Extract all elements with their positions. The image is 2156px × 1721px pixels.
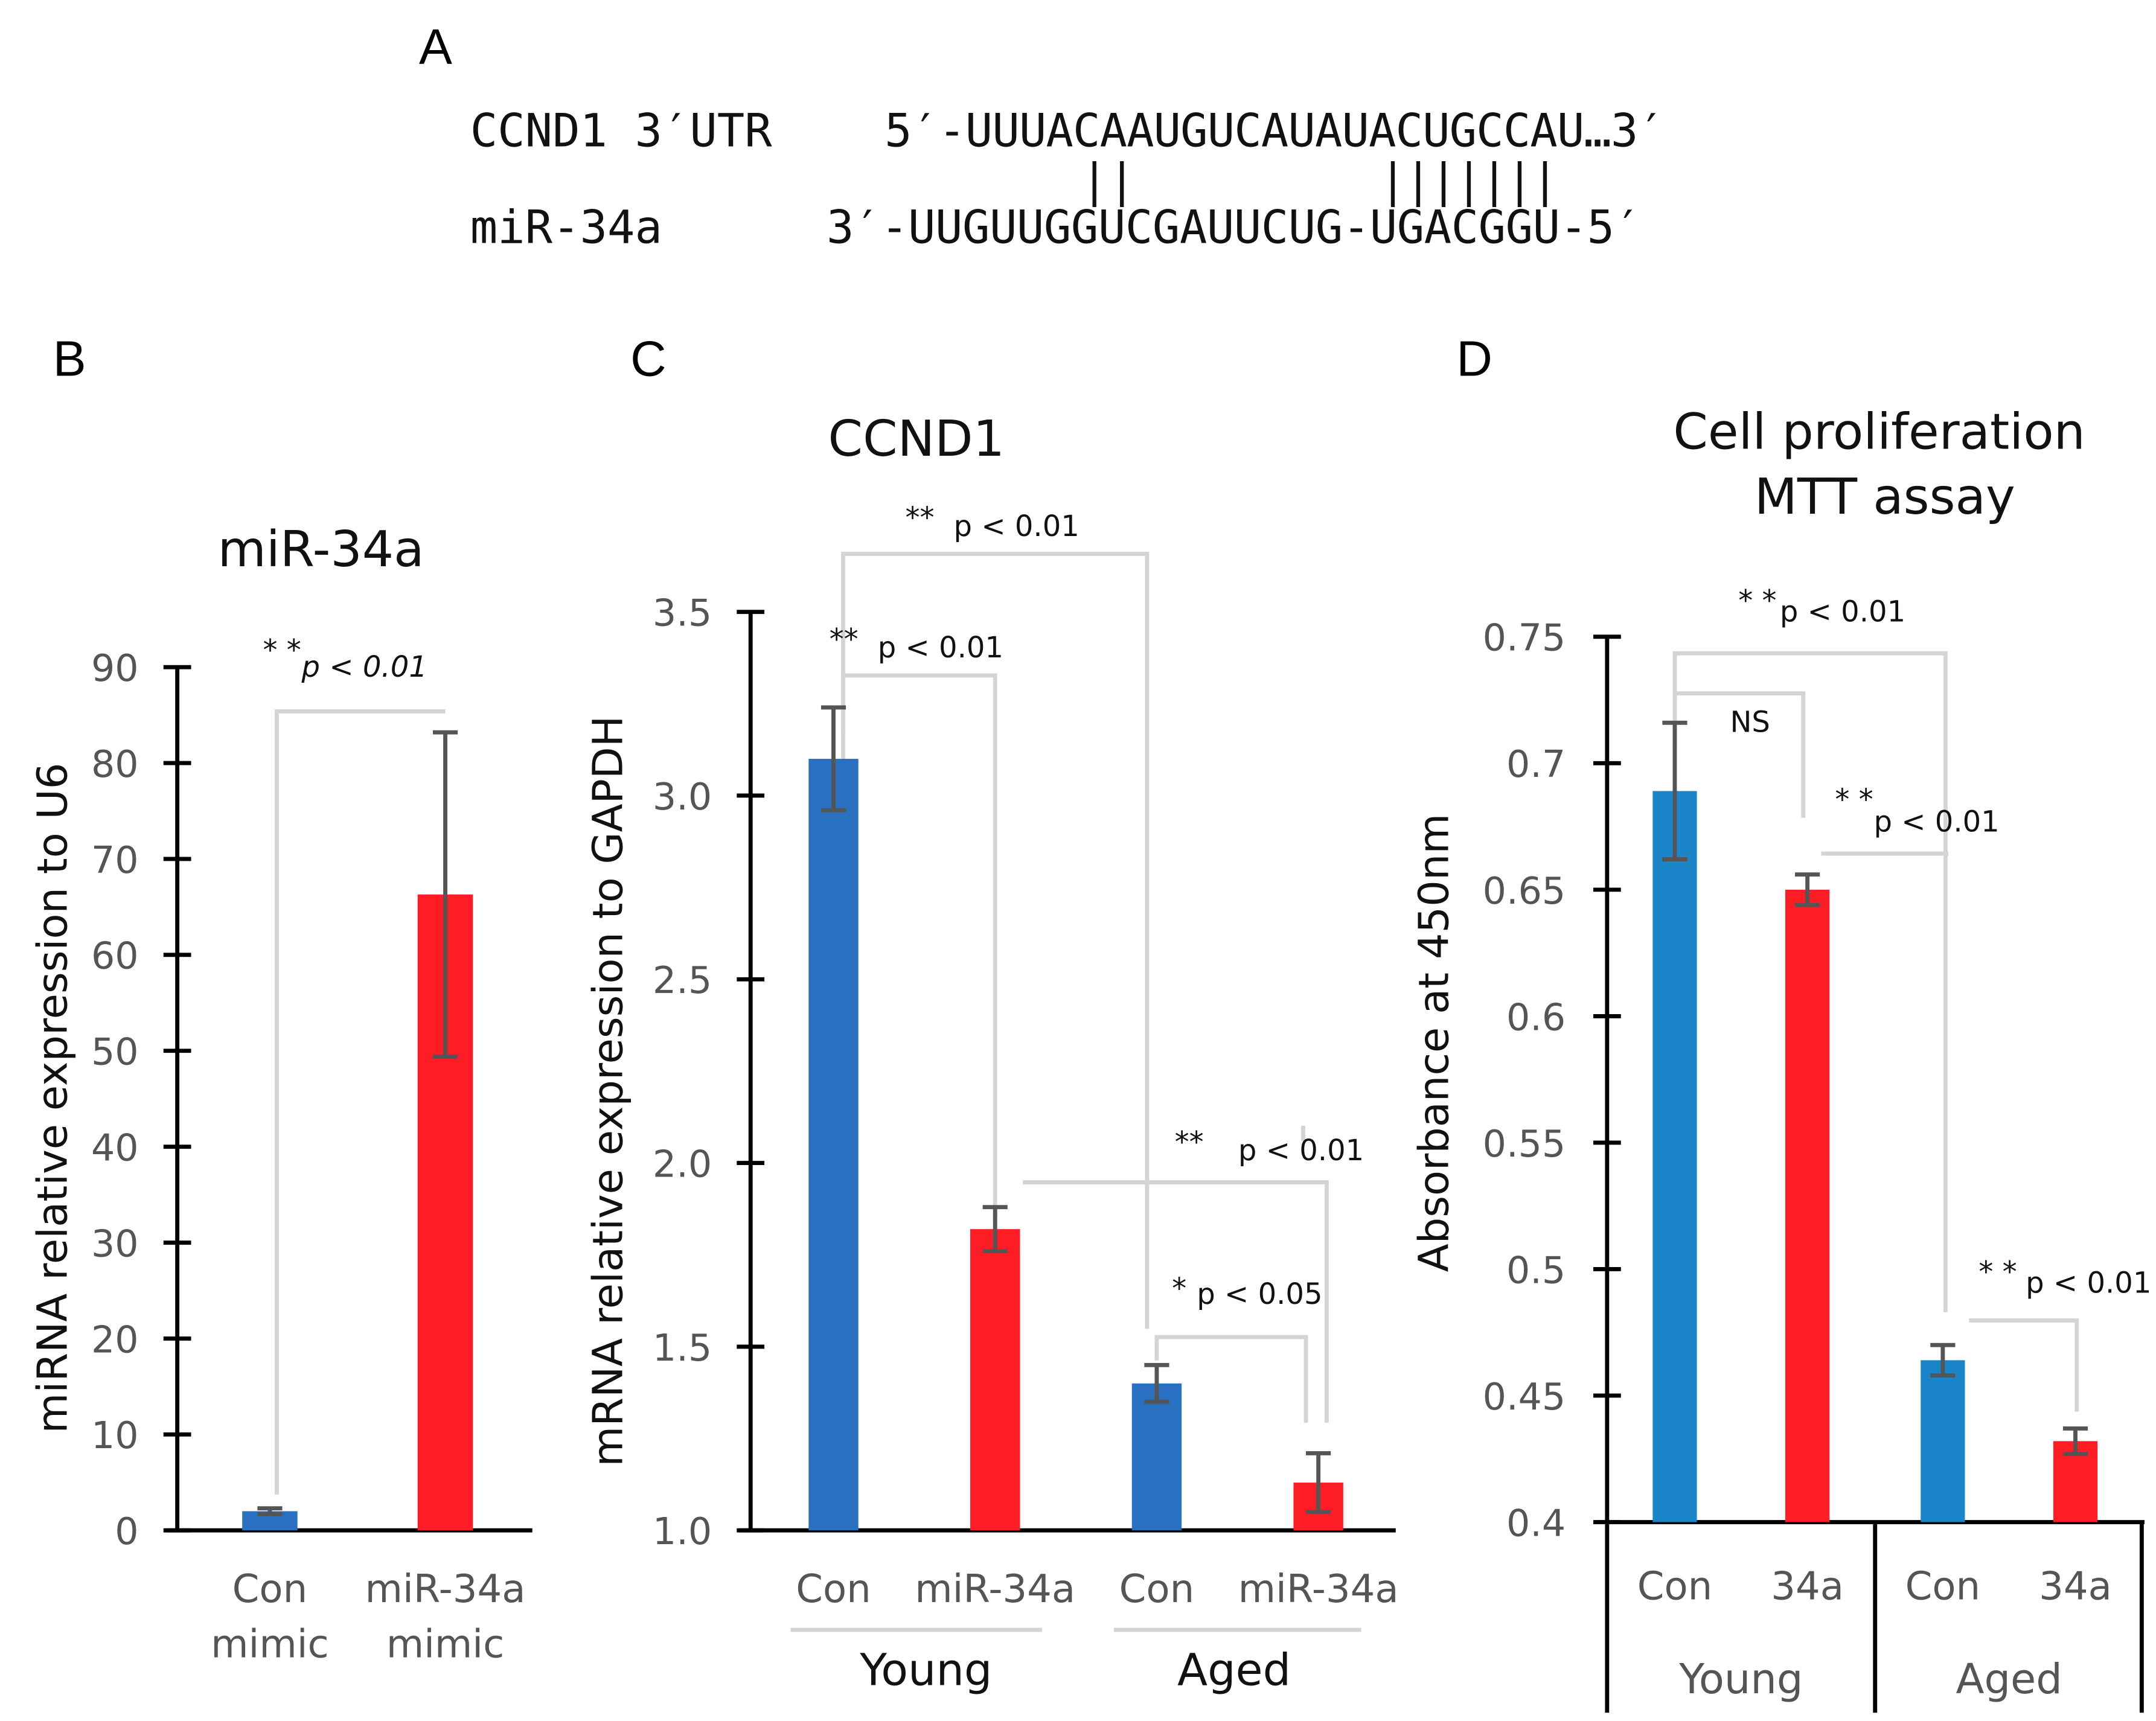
chart-d-ylabel: Absorbance at 450nm [1410, 814, 1459, 1272]
chart-b-cat-1-line-2: mimic [211, 1623, 329, 1667]
bracket-d-1 [1672, 651, 1948, 1312]
chart-2-y-tick-label: 0.45 [1483, 1375, 1566, 1419]
chart-1-y-tick-label: 3.5 [653, 592, 712, 635]
sig-c2-stars: ** [830, 622, 859, 656]
sig-c3-stars: ** [1175, 1125, 1204, 1159]
utr-name: CCND1 3′UTR [470, 104, 773, 158]
mir-name: miR-34a [470, 201, 662, 254]
chart-d-cat-2: 34a [1771, 1565, 1844, 1609]
sig-d3-text: p < 0.01 [1873, 805, 1999, 838]
sig-c1-stars: ** [905, 501, 934, 535]
bracket-c-3 [1022, 1180, 1329, 1423]
chart-2-bar-1 [1652, 791, 1697, 1522]
chart-0-y-tick-label: 40 [91, 1126, 139, 1170]
chart-d-cat-1: Con [1637, 1565, 1713, 1609]
sig-d1-text: p < 0.01 [1780, 595, 1905, 629]
chart-c-cat-2: miR-34a [915, 1567, 1075, 1612]
chart-1-bar-1 [808, 759, 859, 1531]
chart-c-group-aged: Aged [1177, 1645, 1291, 1696]
sig-c1-text: p < 0.01 [954, 509, 1080, 543]
chart-1-y-tick-label: 2.0 [653, 1142, 712, 1186]
chart-0-y-tick-label: 80 [91, 742, 139, 786]
chart-0-y-tick-label: 10 [91, 1414, 139, 1457]
utr-sequence: 5′-UUUACAAUGUCAUAUACUGCCAU…3′ [884, 104, 1665, 158]
pairing-right: ||||||| [1379, 154, 1558, 207]
sig-b-stars: * * [263, 634, 301, 668]
panel-label-c: C [630, 331, 666, 386]
bracket-d-4 [1969, 1318, 2079, 1412]
chart-d-title-2: MTT assay [1755, 468, 2015, 526]
bracket-d-2 [1674, 691, 1806, 818]
chart-1-y-tick-label: 1.5 [653, 1326, 712, 1370]
sig-d2-text: NS [1730, 706, 1770, 739]
chart-b-cat-1-line-1: Con [232, 1567, 308, 1612]
bracket-b [274, 709, 446, 1495]
sig-c4-stars: * [1172, 1272, 1186, 1306]
chart-0-y-tick-label: 0 [115, 1510, 138, 1553]
chart-c-title: CCND1 [828, 410, 1005, 468]
sig-b-text: p < 0.01 [301, 650, 427, 684]
chart-d-title-1: Cell proliferation [1673, 404, 2085, 461]
chart-2-bar-3 [1921, 1360, 1965, 1522]
significance-labels: * * p < 0.01 ** p < 0.01 ** p < 0.01 * * … [263, 501, 2152, 1311]
chart-2-y-tick-label: 0.5 [1506, 1248, 1566, 1292]
significance-brackets [274, 552, 2079, 1495]
mir-sequence: 3′-UUGUUGGUCGAUUCUG-UGACGGU-5′ [827, 201, 1642, 254]
plots: 0 10 20 30 40 50 60 70 80 90 1.0 1.5 2.0 2.5 3.0 3.5 0.4… [91, 592, 2145, 1553]
sig-d1-stars: * * [1738, 584, 1776, 618]
chart-2-y-tick-label: 0.4 [1506, 1501, 1566, 1545]
chart-c-cat-1: Con [796, 1567, 871, 1612]
chart-2-y-tick-label: 0.75 [1483, 616, 1566, 660]
chart-0-y-tick-label: 70 [91, 838, 139, 882]
chart-1-bar-3 [1131, 1383, 1182, 1531]
chart-1-y-tick-label: 1.0 [653, 1510, 712, 1553]
pairing-left: || [1081, 154, 1136, 207]
chart-b-title: miR-34a [218, 521, 424, 578]
sig-d4-stars: * * [1978, 1255, 2017, 1289]
sig-c2-text: p < 0.01 [878, 631, 1003, 665]
chart-b-ylabel: miRNA relative expression to U6 [29, 763, 77, 1434]
chart-0-y-tick-label: 30 [91, 1222, 139, 1265]
chart-0-y-tick-label: 90 [91, 647, 139, 690]
chart-2-y-tick-label: 0.55 [1483, 1122, 1566, 1166]
chart-0-y-tick-label: 50 [91, 1030, 139, 1074]
chart-2-y-tick-label: 0.65 [1483, 869, 1566, 913]
sig-d3-stars: * * [1835, 783, 1873, 817]
bracket-c-1 [841, 552, 1150, 1329]
chart-2-y-tick-label: 0.7 [1506, 742, 1566, 786]
sig-d4-text: p < 0.01 [2026, 1266, 2151, 1300]
panel-label-a: A [419, 19, 452, 74]
chart-1-y-tick-label: 3.0 [653, 775, 712, 819]
chart-d-group-aged: Aged [1956, 1655, 2062, 1703]
chart-c-group-young: Young [859, 1645, 992, 1696]
chart-0-y-tick-label: 20 [91, 1318, 139, 1361]
sig-c3-text: p < 0.01 [1238, 1134, 1364, 1167]
sig-c4-text: p < 0.05 [1197, 1277, 1322, 1311]
chart-b-cat-2-line-1: miR-34a [365, 1567, 526, 1612]
chart-d-group-young: Young [1678, 1655, 1803, 1703]
chart-0-y-tick-label: 60 [91, 934, 139, 978]
panel-label-b: B [53, 331, 86, 386]
chart-1-y-tick-label: 2.5 [653, 959, 712, 1002]
chart-1-bar-2 [970, 1229, 1020, 1531]
chart-c-cat-3: Con [1119, 1567, 1195, 1612]
chart-c-cat-4: miR-34a [1238, 1567, 1399, 1612]
chart-b-cat-2-line-2: mimic [386, 1623, 505, 1667]
chart-d-cat-3: Con [1905, 1565, 1980, 1609]
bracket-c-2 [841, 673, 997, 1219]
bracket-c-4 [1154, 1335, 1308, 1423]
chart-2-bar-2 [1785, 889, 1830, 1522]
panel-label-d: D [1456, 331, 1492, 386]
chart-2-y-tick-label: 0.6 [1506, 995, 1566, 1039]
chart-d-category-table [1605, 1522, 2144, 1713]
chart-d-cat-4: 34a [2039, 1565, 2112, 1609]
chart-c-ylabel: mRNA relative expression to GAPDH [584, 716, 632, 1467]
